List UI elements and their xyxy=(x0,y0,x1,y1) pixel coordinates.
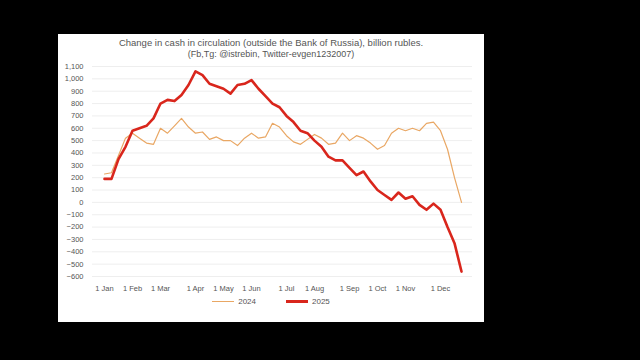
svg-text:300: 300 xyxy=(71,161,84,170)
html-text:(Fb,Tg: @istrebin, Twitter-evg: (Fb,Tg: @istrebin, Twitter-evgen1232007) xyxy=(187,49,355,59)
svg-text:1 Sep: 1 Sep xyxy=(340,284,360,293)
svg-text:100: 100 xyxy=(71,185,84,194)
svg-text:1 Nov: 1 Nov xyxy=(396,284,416,293)
svg-text:1 Jul: 1 Jul xyxy=(279,284,295,293)
svg-text:1 Aug: 1 Aug xyxy=(305,284,324,293)
svg-text:1,000: 1,000 xyxy=(65,74,84,83)
svg-text:1 Oct: 1 Oct xyxy=(369,284,388,293)
svg-text:1 Jan: 1 Jan xyxy=(95,284,113,293)
svg-text:−200: −200 xyxy=(67,222,84,231)
svg-text:1 Jun: 1 Jun xyxy=(242,284,260,293)
svg-text:−500: −500 xyxy=(67,260,84,269)
svg-text:600: 600 xyxy=(71,124,84,133)
svg-text:800: 800 xyxy=(71,99,84,108)
svg-text:1 Apr: 1 Apr xyxy=(187,284,205,293)
svg-text:−100: −100 xyxy=(67,210,84,219)
svg-text:−600: −600 xyxy=(67,272,84,281)
html-text:Change in cash in circulation: Change in cash in circulation (outside t… xyxy=(118,37,424,48)
html-text:2024: 2024 xyxy=(238,297,256,306)
svg-text:200: 200 xyxy=(71,173,84,182)
svg-text:400: 400 xyxy=(71,148,84,157)
svg-text:1 Feb: 1 Feb xyxy=(123,284,142,293)
svg-text:900: 900 xyxy=(71,87,84,96)
svg-text:1 Dec: 1 Dec xyxy=(431,284,451,293)
svg-text:500: 500 xyxy=(71,136,84,145)
svg-text:1 May: 1 May xyxy=(213,284,234,293)
svg-text:−400: −400 xyxy=(67,247,84,256)
svg-text:1,100: 1,100 xyxy=(65,62,84,71)
html-text:2025: 2025 xyxy=(312,297,330,306)
svg-text:1 Mar: 1 Mar xyxy=(151,284,171,293)
svg-text:0: 0 xyxy=(79,198,83,207)
svg-text:700: 700 xyxy=(71,111,84,120)
svg-text:−300: −300 xyxy=(67,235,84,244)
